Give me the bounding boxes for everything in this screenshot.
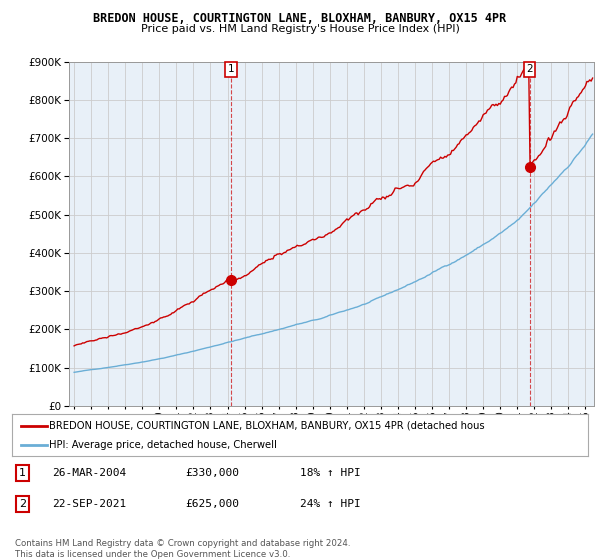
Text: Price paid vs. HM Land Registry's House Price Index (HPI): Price paid vs. HM Land Registry's House … xyxy=(140,24,460,34)
Text: 2: 2 xyxy=(526,64,533,74)
Text: £330,000: £330,000 xyxy=(185,468,239,478)
Text: £625,000: £625,000 xyxy=(185,499,239,509)
Text: Contains HM Land Registry data © Crown copyright and database right 2024.
This d: Contains HM Land Registry data © Crown c… xyxy=(15,539,350,559)
Text: BREDON HOUSE, COURTINGTON LANE, BLOXHAM, BANBURY, OX15 4PR (detached hous: BREDON HOUSE, COURTINGTON LANE, BLOXHAM,… xyxy=(49,421,485,431)
Text: 2: 2 xyxy=(19,499,26,509)
Text: 18% ↑ HPI: 18% ↑ HPI xyxy=(300,468,361,478)
Text: BREDON HOUSE, COURTINGTON LANE, BLOXHAM, BANBURY, OX15 4PR: BREDON HOUSE, COURTINGTON LANE, BLOXHAM,… xyxy=(94,12,506,25)
Text: 22-SEP-2021: 22-SEP-2021 xyxy=(52,499,127,509)
Text: 24% ↑ HPI: 24% ↑ HPI xyxy=(300,499,361,509)
Text: 26-MAR-2004: 26-MAR-2004 xyxy=(52,468,127,478)
Text: 1: 1 xyxy=(228,64,235,74)
Text: HPI: Average price, detached house, Cherwell: HPI: Average price, detached house, Cher… xyxy=(49,440,277,450)
Text: 1: 1 xyxy=(19,468,26,478)
